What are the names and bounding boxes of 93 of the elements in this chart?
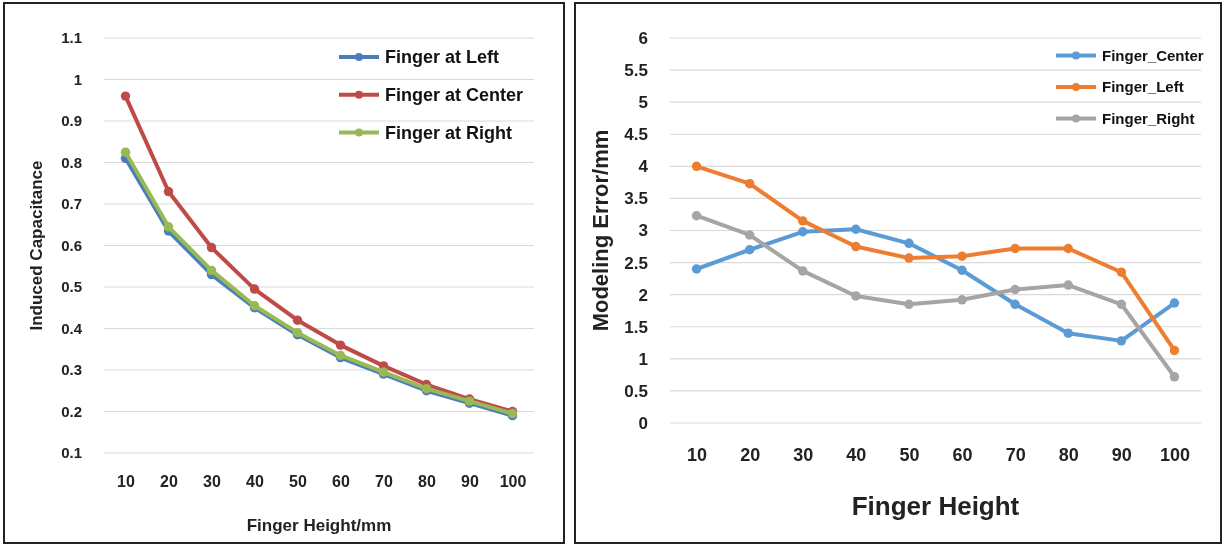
x-tick-label: 50 — [289, 472, 307, 490]
x-tick-label: 40 — [246, 472, 264, 490]
point — [957, 251, 967, 261]
point — [1169, 345, 1180, 356]
point — [1169, 298, 1180, 308]
y-tick-label: 0.3 — [61, 361, 82, 379]
x-tick-label: 80 — [1058, 445, 1079, 466]
y-tick-label: 1 — [73, 70, 82, 88]
x-tick-label: 50 — [899, 445, 920, 466]
x-tick-label: 60 — [332, 472, 350, 490]
y-tick-label: 1.5 — [624, 317, 648, 337]
x-tick-label: 100 — [1159, 445, 1190, 466]
y-tick-label: 0.7 — [61, 195, 82, 213]
x-tick-label: 70 — [1005, 445, 1026, 466]
point — [206, 265, 217, 276]
y-tick-label: 0.5 — [61, 278, 82, 296]
point — [1063, 328, 1073, 338]
point — [1116, 299, 1127, 309]
point — [206, 242, 217, 253]
y-tick-label: 0.8 — [61, 153, 82, 171]
legend-label: Finger at Center — [385, 85, 524, 106]
point — [744, 230, 755, 240]
x-axis-title: Finger Height/mm — [246, 516, 392, 535]
y-tick-label: 4.5 — [624, 125, 648, 145]
y-tick-label: 0.4 — [61, 319, 83, 337]
y-tick-label: 6 — [638, 28, 648, 48]
point — [163, 186, 174, 197]
point — [1063, 280, 1073, 290]
point — [1116, 336, 1127, 346]
point — [904, 299, 914, 309]
y-tick-label: 0 — [638, 413, 648, 433]
x-tick-label: 10 — [687, 445, 708, 466]
legend-label: Finger_Right — [1102, 109, 1195, 127]
y-tick-label: 3.5 — [624, 189, 648, 209]
y-tick-label: 3 — [638, 221, 648, 241]
x-tick-label: 30 — [793, 445, 814, 466]
x-tick-label: 80 — [418, 472, 436, 490]
y-tick-label: 1.1 — [61, 29, 82, 47]
legend-label: Finger_Center — [1102, 46, 1204, 64]
legend-label: Finger at Left — [385, 47, 500, 68]
x-tick-label: 70 — [375, 472, 393, 490]
y-tick-label: 5.5 — [624, 61, 648, 81]
y-tick-label: 0.9 — [61, 112, 82, 130]
point — [744, 245, 755, 255]
y-axis-title: Modeling Error/mm — [588, 129, 613, 332]
y-tick-label: 0.1 — [61, 444, 82, 462]
y-tick-label: 2 — [638, 285, 648, 305]
x-tick-label: 40 — [846, 445, 867, 466]
y-tick-label: 5 — [638, 93, 648, 113]
point — [904, 238, 914, 249]
y-tick-label: 2.5 — [624, 253, 648, 273]
y-tick-label: 1 — [638, 349, 648, 369]
point — [249, 284, 260, 294]
y-tick-label: 0.2 — [61, 402, 82, 420]
point — [1010, 299, 1020, 309]
point — [744, 178, 755, 189]
point — [691, 211, 702, 221]
point — [798, 216, 808, 226]
point — [1116, 267, 1127, 277]
point — [798, 266, 808, 276]
point — [292, 315, 303, 325]
x-tick-label: 10 — [117, 472, 135, 490]
x-tick-label: 20 — [160, 472, 178, 490]
point — [335, 340, 346, 350]
x-tick-label: 90 — [461, 472, 479, 490]
y-tick-label: 0.5 — [624, 381, 648, 401]
point — [957, 295, 967, 305]
point — [851, 291, 861, 301]
point — [851, 241, 861, 252]
point — [691, 161, 702, 172]
y-tick-label: 4 — [638, 157, 649, 177]
x-tick-label: 100 — [499, 472, 527, 490]
x-axis-title: Finger Height — [851, 491, 1020, 521]
point — [1169, 372, 1180, 382]
point — [851, 224, 861, 234]
point — [1063, 243, 1073, 254]
point — [1010, 284, 1020, 295]
point — [1010, 243, 1020, 254]
y-axis-title: Induced Capacitance — [27, 160, 46, 331]
x-tick-label: 30 — [203, 472, 221, 490]
legend-label: Finger_Left — [1102, 78, 1184, 96]
point — [798, 227, 808, 237]
point — [957, 265, 967, 275]
x-tick-label: 20 — [740, 445, 761, 466]
y-tick-label: 0.6 — [61, 236, 82, 254]
point — [120, 91, 131, 101]
point — [691, 264, 702, 274]
legend-label: Finger at Right — [385, 122, 512, 143]
point — [120, 147, 131, 157]
point — [904, 253, 914, 263]
x-tick-label: 60 — [952, 445, 973, 466]
point — [163, 222, 174, 232]
x-tick-label: 90 — [1111, 445, 1132, 466]
